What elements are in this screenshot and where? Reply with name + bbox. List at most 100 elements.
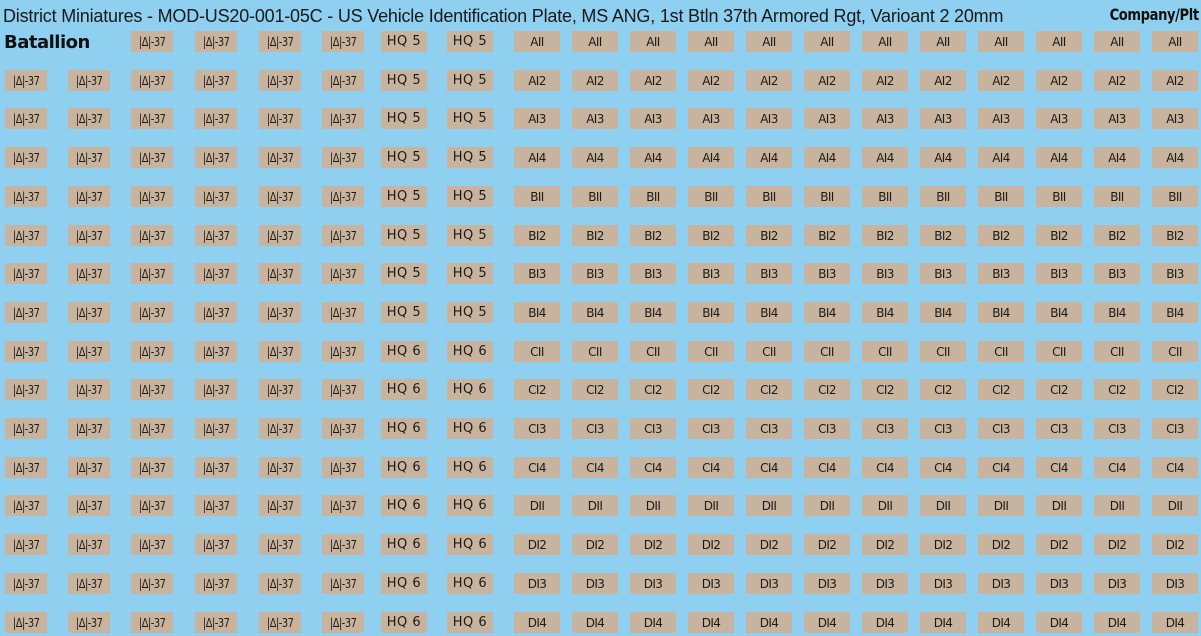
battalion-plate: |Δ|-37 bbox=[131, 186, 173, 207]
company-plate: BII bbox=[572, 186, 618, 207]
battalion-plate: |Δ|-37 bbox=[68, 534, 110, 555]
company-plate: BI4 bbox=[514, 302, 560, 323]
company-plate: AI3 bbox=[920, 108, 966, 129]
company-plate: CII bbox=[630, 341, 676, 362]
battalion-plate: |Δ|-37 bbox=[5, 418, 47, 439]
battalion-plate: |Δ|-37 bbox=[322, 612, 364, 633]
company-plate: DI3 bbox=[514, 573, 560, 594]
battalion-plate: |Δ|-37 bbox=[68, 108, 110, 129]
company-plate: AI4 bbox=[630, 147, 676, 168]
company-plate: AI4 bbox=[688, 147, 734, 168]
company-plate: DII bbox=[572, 495, 618, 516]
battalion-plate: |Δ|-37 bbox=[322, 70, 364, 91]
company-plate: DI4 bbox=[746, 612, 792, 633]
company-plate: CI3 bbox=[862, 418, 908, 439]
battalion-plate: |Δ|-37 bbox=[68, 457, 110, 478]
company-plate: AII bbox=[862, 31, 908, 52]
battalion-plate: |Δ|-37 bbox=[131, 495, 173, 516]
battalion-plate: |Δ|-37 bbox=[68, 612, 110, 633]
company-plate: DI3 bbox=[1152, 573, 1198, 594]
company-plate: CII bbox=[978, 341, 1024, 362]
company-plate: CI4 bbox=[572, 457, 618, 478]
company-plate: BI4 bbox=[978, 302, 1024, 323]
battalion-plate: |Δ|-37 bbox=[68, 186, 110, 207]
battalion-plate: |Δ|-37 bbox=[259, 147, 301, 168]
battalion-plate: |Δ|-37 bbox=[259, 573, 301, 594]
hq-plate: HQ 6 bbox=[447, 341, 493, 362]
battalion-plate: |Δ|-37 bbox=[259, 302, 301, 323]
company-plate: AI3 bbox=[688, 108, 734, 129]
company-plate: AI3 bbox=[746, 108, 792, 129]
hq-plate: HQ 6 bbox=[447, 457, 493, 478]
company-plate: AI4 bbox=[1036, 147, 1082, 168]
battalion-label: Batallion bbox=[4, 32, 90, 53]
battalion-plate: |Δ|-37 bbox=[322, 418, 364, 439]
battalion-plate: |Δ|-37 bbox=[195, 495, 237, 516]
company-plate: BI3 bbox=[630, 263, 676, 284]
company-plate: BII bbox=[746, 186, 792, 207]
company-platoon-label: Company/Plt bbox=[1109, 5, 1200, 24]
company-plate: CII bbox=[746, 341, 792, 362]
battalion-plate: |Δ|-37 bbox=[5, 612, 47, 633]
battalion-plate: |Δ|-37 bbox=[259, 263, 301, 284]
battalion-plate: |Δ|-37 bbox=[259, 418, 301, 439]
company-plate: AI4 bbox=[1152, 147, 1198, 168]
company-plate: CI2 bbox=[1036, 379, 1082, 400]
battalion-plate: |Δ|-37 bbox=[259, 457, 301, 478]
company-plate: AI3 bbox=[1094, 108, 1140, 129]
company-plate: DI2 bbox=[1152, 534, 1198, 555]
company-plate: BI3 bbox=[514, 263, 560, 284]
company-plate: BI3 bbox=[1094, 263, 1140, 284]
battalion-plate: |Δ|-37 bbox=[259, 534, 301, 555]
company-plate: AII bbox=[630, 31, 676, 52]
company-plate: AI2 bbox=[1152, 70, 1198, 91]
battalion-plate: |Δ|-37 bbox=[322, 186, 364, 207]
company-plate: BII bbox=[920, 186, 966, 207]
battalion-plate: |Δ|-37 bbox=[5, 573, 47, 594]
company-plate: DI2 bbox=[1036, 534, 1082, 555]
company-plate: CI2 bbox=[746, 379, 792, 400]
company-plate: BII bbox=[804, 186, 850, 207]
company-plate: DI2 bbox=[804, 534, 850, 555]
hq-plate: HQ 5 bbox=[447, 31, 493, 52]
company-plate: CI3 bbox=[978, 418, 1024, 439]
company-plate: BI4 bbox=[804, 302, 850, 323]
company-plate: CI3 bbox=[572, 418, 618, 439]
company-plate: DI4 bbox=[804, 612, 850, 633]
company-plate: CI3 bbox=[688, 418, 734, 439]
company-plate: AI2 bbox=[630, 70, 676, 91]
company-plate: BI3 bbox=[1036, 263, 1082, 284]
hq-plate: HQ 6 bbox=[381, 612, 427, 633]
company-plate: AI2 bbox=[746, 70, 792, 91]
company-plate: DI2 bbox=[572, 534, 618, 555]
battalion-plate: |Δ|-37 bbox=[131, 108, 173, 129]
company-plate: DI3 bbox=[978, 573, 1024, 594]
battalion-plate: |Δ|-37 bbox=[259, 108, 301, 129]
company-plate: DII bbox=[746, 495, 792, 516]
hq-plate: HQ 6 bbox=[447, 573, 493, 594]
battalion-plate: |Δ|-37 bbox=[195, 457, 237, 478]
hq-plate: HQ 6 bbox=[447, 418, 493, 439]
company-plate: CII bbox=[1152, 341, 1198, 362]
company-plate: DI3 bbox=[1036, 573, 1082, 594]
company-plate: DI4 bbox=[978, 612, 1024, 633]
battalion-plate: |Δ|-37 bbox=[68, 302, 110, 323]
company-plate: AII bbox=[1094, 31, 1140, 52]
company-plate: DI2 bbox=[862, 534, 908, 555]
company-plate: CII bbox=[804, 341, 850, 362]
company-plate: CI2 bbox=[572, 379, 618, 400]
company-plate: BII bbox=[978, 186, 1024, 207]
battalion-plate: |Δ|-37 bbox=[131, 302, 173, 323]
company-plate: AII bbox=[572, 31, 618, 52]
company-plate: BI3 bbox=[572, 263, 618, 284]
company-plate: DII bbox=[1152, 495, 1198, 516]
company-plate: BI2 bbox=[688, 225, 734, 246]
battalion-plate: |Δ|-37 bbox=[195, 31, 237, 52]
company-plate: BI3 bbox=[862, 263, 908, 284]
battalion-plate: |Δ|-37 bbox=[68, 225, 110, 246]
hq-plate: HQ 5 bbox=[447, 225, 493, 246]
battalion-plate: |Δ|-37 bbox=[195, 302, 237, 323]
company-plate: CI3 bbox=[1152, 418, 1198, 439]
hq-plate: HQ 5 bbox=[381, 108, 427, 129]
